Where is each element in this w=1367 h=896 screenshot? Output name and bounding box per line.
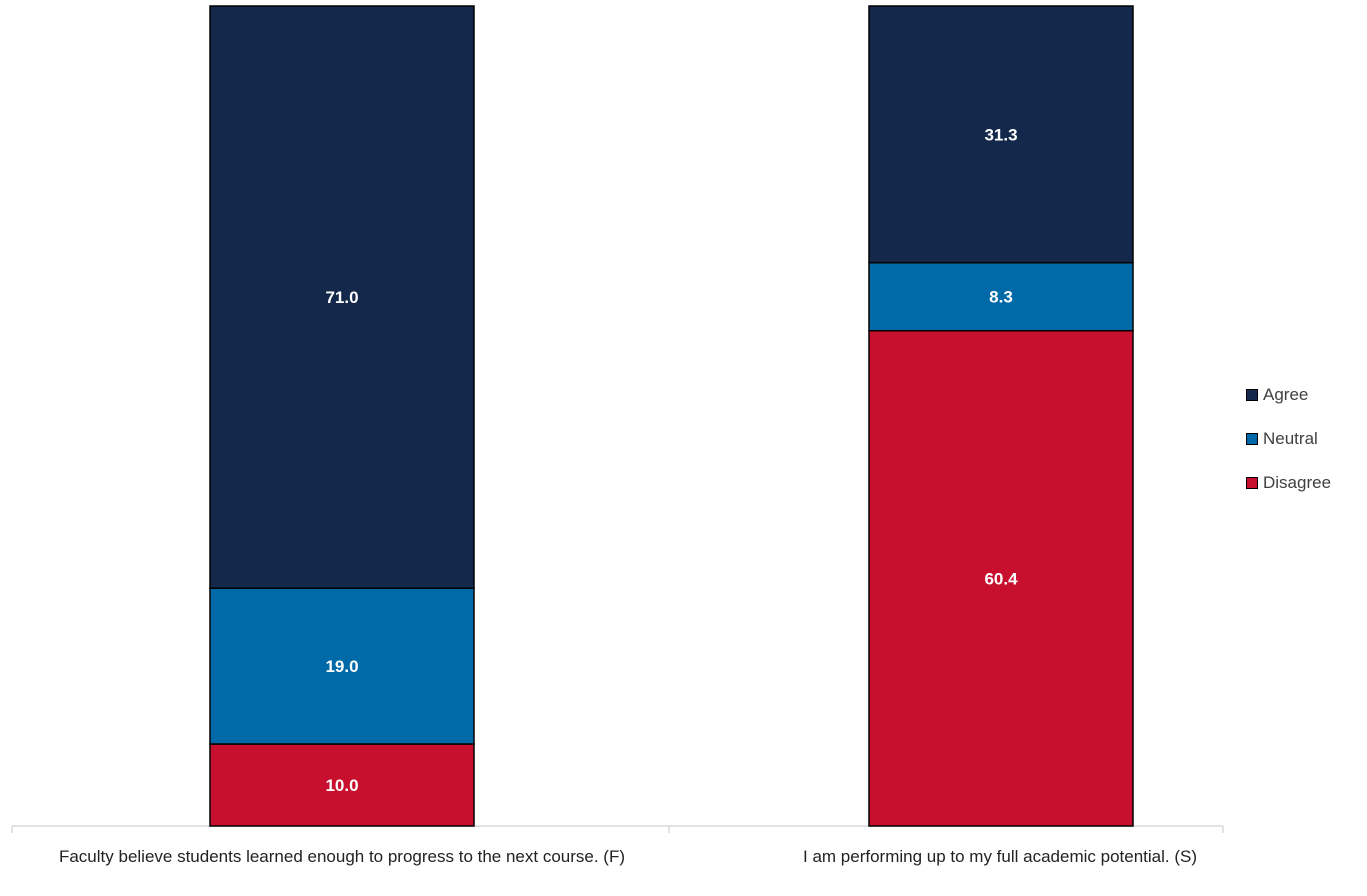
- data-label-neutral-1: 8.3: [989, 288, 1013, 307]
- legend-item-agree: Agree: [1246, 383, 1361, 407]
- bar-segment-neutral-1: [868, 261, 1134, 332]
- bars-layer: 10.0 19.0 71.0 60.4 8.3 31.3: [209, 5, 1134, 827]
- bar-segment-agree-0: [209, 5, 475, 589]
- category-label-0: Faculty believe students learned enough …: [58, 847, 626, 866]
- bar-segment-agree-1: [868, 5, 1134, 264]
- legend-item-disagree: Disagree: [1246, 471, 1361, 495]
- legend-swatch-neutral: [1246, 433, 1258, 445]
- legend: Agree Neutral Disagree: [1246, 383, 1361, 515]
- bar-segment-neutral-0: [209, 587, 475, 745]
- data-label-neutral-0: 19.0: [325, 657, 358, 676]
- legend-label-disagree: Disagree: [1263, 473, 1332, 492]
- data-label-agree-0: 71.0: [325, 288, 358, 307]
- data-label-disagree-0: 10.0: [325, 776, 358, 795]
- legend-label-agree: Agree: [1263, 385, 1309, 404]
- legend-swatch-disagree: [1246, 477, 1258, 489]
- category-label-1: I am performing up to my full academic p…: [803, 847, 1197, 866]
- legend-label-neutral: Neutral: [1263, 429, 1318, 448]
- legend-item-neutral: Neutral: [1246, 427, 1361, 451]
- data-label-agree-1: 31.3: [984, 125, 1017, 144]
- legend-swatch-agree: [1246, 389, 1258, 401]
- data-label-disagree-1: 60.4: [984, 569, 1018, 588]
- bar-segment-disagree-0: [209, 743, 475, 827]
- bar-segment-disagree-1: [868, 329, 1134, 827]
